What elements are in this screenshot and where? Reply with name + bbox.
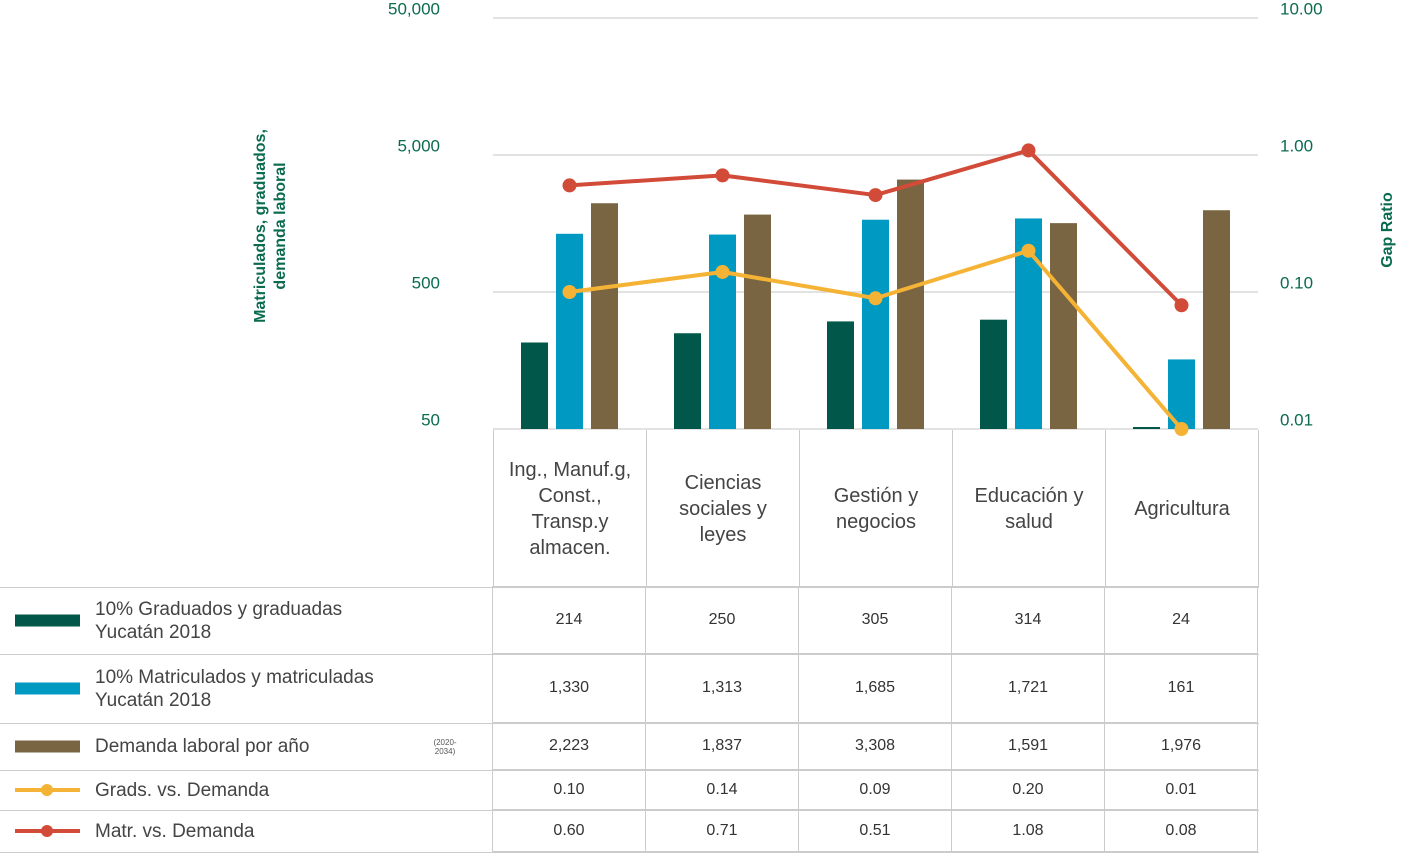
bar [674, 333, 701, 429]
y-axis-title: Matriculados, graduados, demanda laboral [252, 129, 289, 323]
line-marker [1174, 422, 1189, 436]
table-value: 1,685 [798, 653, 952, 723]
line-marker [1174, 298, 1189, 313]
table-value: 161 [1104, 653, 1258, 723]
line-marker [562, 285, 577, 299]
table-value: 0.10 [492, 769, 646, 810]
legend-label: 10% Graduados y graduadas Yucatán 2018 [95, 598, 343, 643]
y-tick-label: 5,000 [397, 136, 440, 155]
table-value: 214 [492, 586, 646, 654]
legend-label: Demanda laboral por año [95, 736, 310, 757]
legend-label: 10% Matriculados y matriculadas Yucatán … [95, 666, 374, 711]
table-value: 1,837 [645, 722, 799, 770]
table-value: 0.08 [1104, 809, 1258, 852]
y-tick-label: 50,000 [388, 0, 440, 18]
y2-tick-label: 0.01 [1280, 410, 1313, 429]
y2-tick-label: 10.00 [1280, 0, 1323, 18]
bar [1133, 427, 1160, 429]
line-marker [562, 178, 577, 193]
y-tick-label: 500 [412, 273, 440, 292]
table-value: 1.08 [951, 809, 1105, 852]
table-value: 305 [798, 586, 952, 654]
table-line [0, 770, 1259, 771]
category-label: Educación y salud [952, 430, 1106, 587]
bar [521, 342, 548, 429]
table-value: 250 [645, 586, 799, 654]
legend-swatch [15, 740, 80, 753]
category-label: Gestión y negocios [799, 430, 953, 587]
category-label: Ciencias sociales y leyes [646, 430, 800, 587]
table-value: 0.20 [951, 769, 1105, 810]
bar [591, 203, 618, 429]
table-value: 0.14 [645, 769, 799, 810]
table-value: 314 [951, 586, 1105, 654]
table-line [0, 723, 1259, 724]
category-label: Agricultura [1105, 430, 1259, 587]
bar [1050, 223, 1077, 429]
table-value: 0.51 [798, 809, 952, 852]
table-value: 1,313 [645, 653, 799, 723]
bar [897, 179, 924, 429]
table-value: 0.09 [798, 769, 952, 810]
line-marker [868, 291, 883, 306]
table-value: 1,721 [951, 653, 1105, 723]
bar [862, 219, 889, 429]
table-line [0, 810, 1259, 811]
y-tick-label: 50 [421, 410, 440, 429]
legend-swatch [41, 784, 53, 796]
table-value: 1,976 [1104, 722, 1258, 770]
line-marker [715, 264, 730, 279]
table-value: 24 [1104, 586, 1258, 654]
line-marker [868, 188, 883, 203]
line-marker [715, 168, 730, 183]
line-marker [1021, 143, 1036, 158]
table-value: 2,223 [492, 722, 646, 770]
y2-tick-label: 1.00 [1280, 136, 1313, 155]
legend-swatch [15, 614, 80, 627]
table-value: 0.60 [492, 809, 646, 852]
bar [709, 234, 736, 429]
table-value: 0.71 [645, 809, 799, 852]
bar [556, 233, 583, 429]
legend-label: Matr. vs. Demanda [95, 820, 255, 842]
category-label: Ing., Manuf.g, Const., Transp.y almacen. [493, 430, 647, 587]
legend-swatch [15, 682, 80, 695]
bar [1203, 210, 1230, 429]
bar [827, 321, 854, 429]
bar [744, 214, 771, 429]
table-value: 3,308 [798, 722, 952, 770]
table-line [0, 654, 1259, 655]
legend-note: (2020-2034) [433, 737, 457, 756]
y2-axis-title: Gap Ratio [1379, 192, 1396, 268]
table-line [0, 587, 1259, 588]
line-marker [1021, 243, 1036, 258]
legend-label: Grads. vs. Demanda [95, 779, 270, 801]
table-value: 1,330 [492, 653, 646, 723]
y2-tick-label: 0.10 [1280, 273, 1313, 292]
legend-swatch [41, 825, 53, 837]
table-line [0, 852, 1259, 853]
bar [980, 319, 1007, 429]
table-value: 0.01 [1104, 769, 1258, 810]
table-value: 1,591 [951, 722, 1105, 770]
